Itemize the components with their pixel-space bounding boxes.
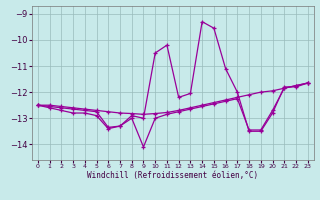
X-axis label: Windchill (Refroidissement éolien,°C): Windchill (Refroidissement éolien,°C) xyxy=(87,171,258,180)
